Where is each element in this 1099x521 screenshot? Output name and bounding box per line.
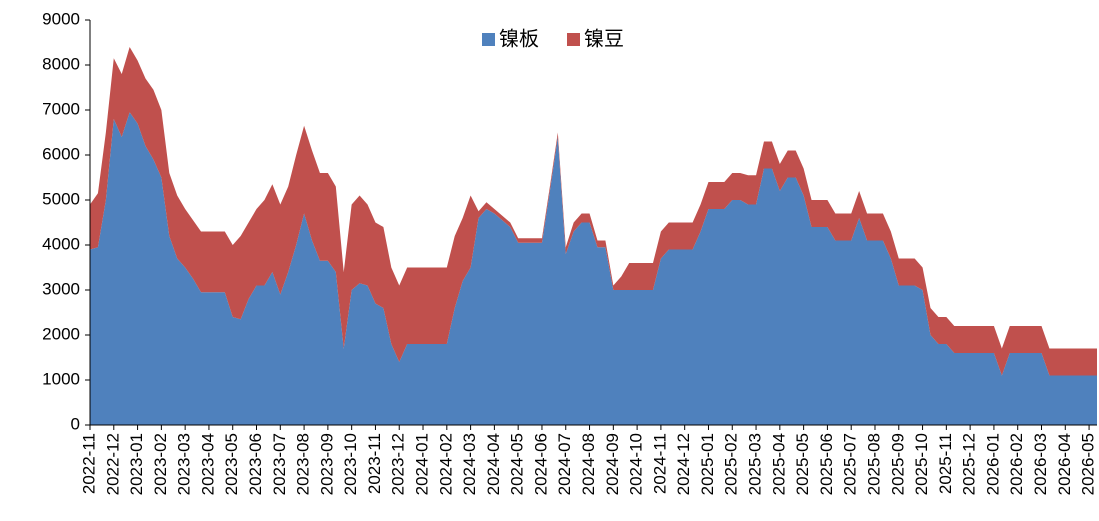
x-tick-label: 2025-02 bbox=[722, 433, 741, 495]
x-tick-label: 2024-01 bbox=[413, 433, 432, 495]
y-tick-label: 9000 bbox=[42, 9, 80, 28]
x-tick-label: 2025-12 bbox=[960, 433, 979, 495]
x-tick-label: 2025-06 bbox=[817, 433, 836, 495]
x-tick-label: 2024-07 bbox=[555, 433, 574, 495]
y-tick-label: 2000 bbox=[42, 324, 80, 343]
x-tick-label: 2023-11 bbox=[365, 433, 384, 494]
y-tick-label: 7000 bbox=[42, 99, 80, 118]
x-tick-label: 2023-03 bbox=[175, 433, 194, 495]
y-tick-label: 8000 bbox=[42, 54, 80, 73]
legend-label: 镍豆 bbox=[584, 27, 624, 50]
x-tick-label: 2024-05 bbox=[508, 433, 527, 495]
x-tick-label: 2023-12 bbox=[389, 433, 408, 495]
x-tick-label: 2025-09 bbox=[888, 433, 907, 495]
x-tick-label: 2023-01 bbox=[127, 433, 146, 495]
x-tick-label: 2023-09 bbox=[317, 433, 336, 495]
x-tick-label: 2026-03 bbox=[1031, 433, 1050, 495]
y-tick-label: 4000 bbox=[42, 234, 80, 253]
x-tick-label: 2024-08 bbox=[579, 433, 598, 495]
x-tick-label: 2024-03 bbox=[460, 433, 479, 495]
x-tick-label: 2024-11 bbox=[650, 433, 669, 494]
x-tick-label: 2025-11 bbox=[936, 433, 955, 494]
x-tick-label: 2026-01 bbox=[983, 433, 1002, 495]
legend-swatch bbox=[567, 33, 580, 46]
x-tick-label: 2024-12 bbox=[674, 433, 693, 495]
x-tick-label: 2023-08 bbox=[294, 433, 313, 495]
x-tick-label: 2024-09 bbox=[603, 433, 622, 495]
legend-swatch bbox=[482, 33, 495, 46]
x-tick-label: 2026-04 bbox=[1055, 433, 1074, 495]
x-tick-label: 2026-05 bbox=[1079, 433, 1098, 495]
x-tick-label: 2023-07 bbox=[270, 433, 289, 495]
x-tick-label: 2026-02 bbox=[1007, 433, 1026, 495]
legend-label: 镍板 bbox=[499, 27, 539, 50]
y-tick-label: 3000 bbox=[42, 279, 80, 298]
x-tick-label: 2024-10 bbox=[627, 433, 646, 495]
area bbox=[90, 112, 1097, 425]
x-tick-label: 2025-01 bbox=[698, 433, 717, 495]
x-tick-label: 2024-02 bbox=[436, 433, 455, 495]
y-tick-label: 6000 bbox=[42, 144, 80, 163]
x-tick-label: 2024-06 bbox=[531, 433, 550, 495]
x-tick-label: 2023-02 bbox=[151, 433, 170, 495]
x-tick-label: 2025-03 bbox=[746, 433, 765, 495]
x-tick-label: 2024-04 bbox=[484, 433, 503, 495]
x-tick-label: 2025-05 bbox=[793, 433, 812, 495]
x-tick-label: 2025-07 bbox=[841, 433, 860, 495]
x-tick-label: 2023-04 bbox=[198, 433, 217, 495]
y-tick-label: 1000 bbox=[42, 369, 80, 388]
x-tick-label: 2022-11 bbox=[79, 433, 98, 494]
x-tick-label: 2023-10 bbox=[341, 433, 360, 495]
y-tick-label: 0 bbox=[71, 414, 80, 433]
x-tick-label: 2025-08 bbox=[864, 433, 883, 495]
y-tick-label: 5000 bbox=[42, 189, 80, 208]
x-tick-label: 2022-12 bbox=[103, 433, 122, 495]
x-tick-label: 2023-05 bbox=[222, 433, 241, 495]
x-tick-label: 2025-04 bbox=[769, 433, 788, 495]
area bbox=[90, 47, 1097, 376]
x-tick-label: 2025-10 bbox=[912, 433, 931, 495]
x-tick-label: 2023-06 bbox=[246, 433, 265, 495]
